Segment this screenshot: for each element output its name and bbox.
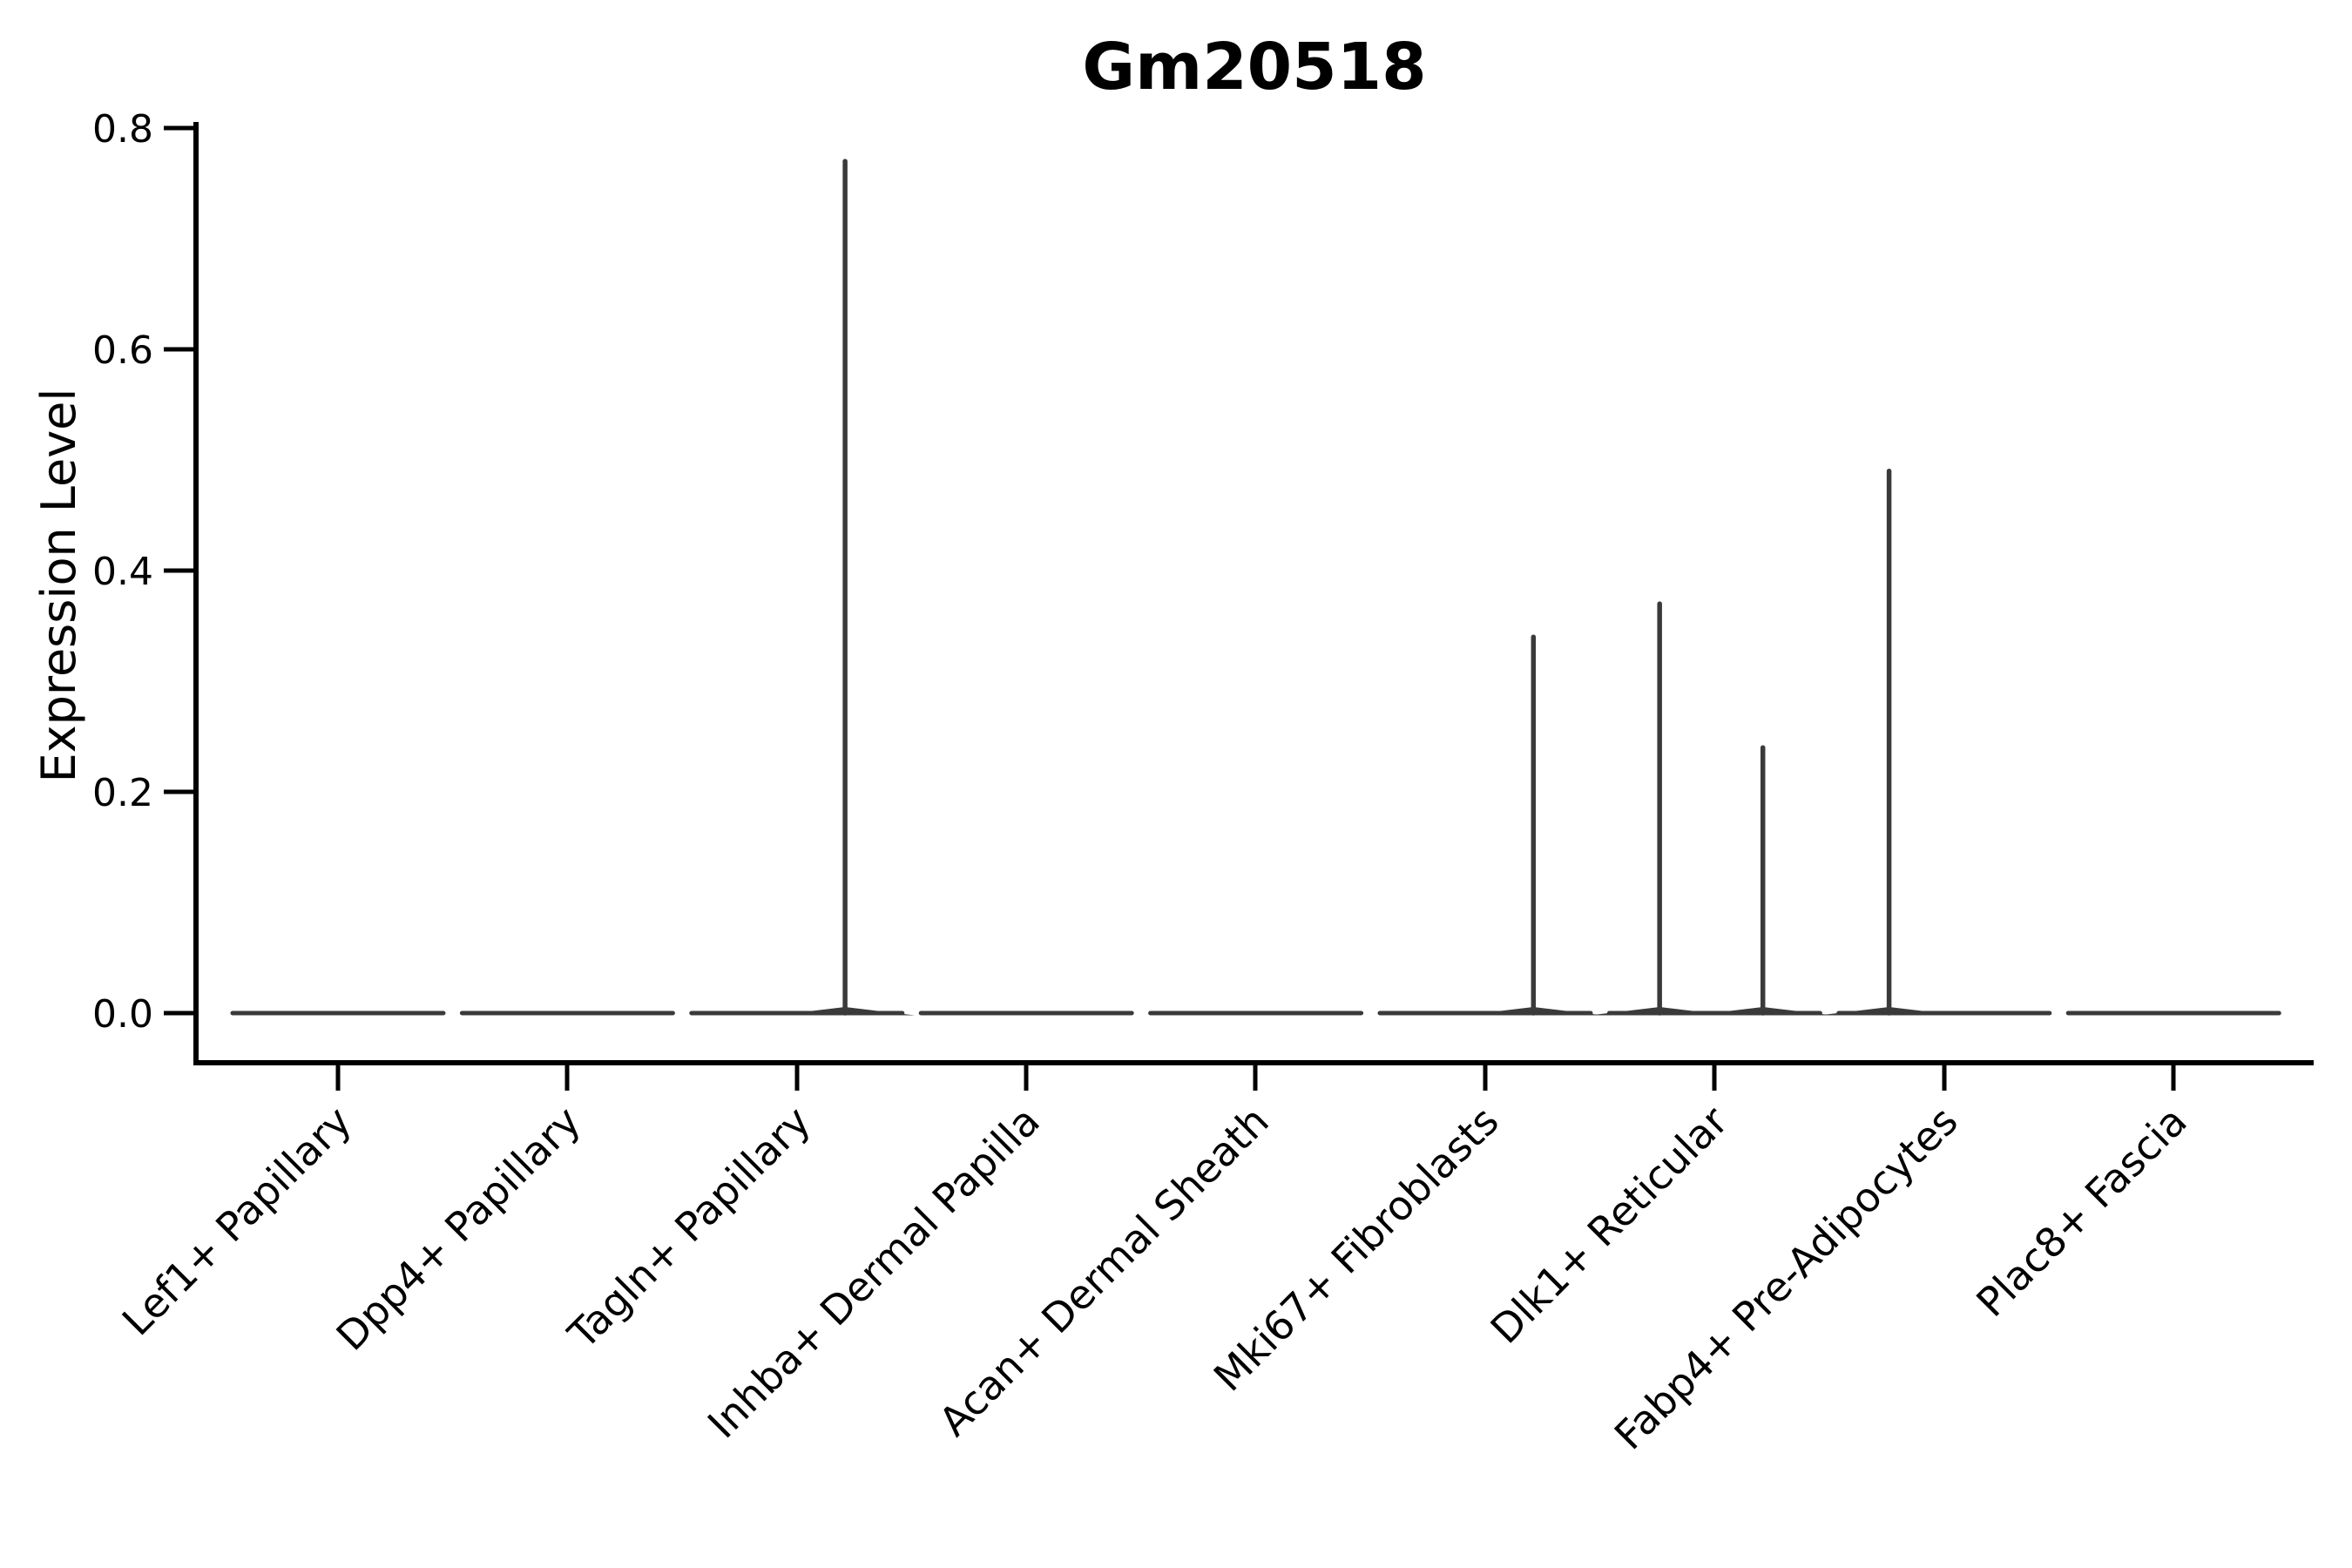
y-axis: 0.0 0.2 0.4 0.6 0.8 — [92, 107, 199, 1065]
x-tick-label: Dpp4+ Papillary — [328, 1098, 590, 1360]
x-tick-label: Plac8+ Fascia — [1967, 1098, 2195, 1326]
x-axis: Lef1+ Papillary Dpp4+ Papillary Tagln+ P… — [113, 1060, 2314, 1459]
x-tick-label: Tagln+ Papillary — [558, 1098, 820, 1359]
y-tick-label: 0.0 — [92, 992, 153, 1037]
chart-title: Gm20518 — [1082, 30, 1426, 105]
y-tick-label: 0.4 — [92, 550, 153, 594]
x-tick-label: Lef1+ Papillary — [113, 1098, 361, 1345]
y-tick-label: 0.2 — [92, 771, 153, 815]
violins-layer — [230, 159, 2281, 1016]
y-axis-label: Expression Level — [31, 389, 86, 783]
y-tick-label: 0.8 — [92, 107, 153, 152]
x-tick-label: Dlk1+ Reticular — [1482, 1098, 1737, 1353]
y-tick-label: 0.6 — [92, 328, 153, 373]
